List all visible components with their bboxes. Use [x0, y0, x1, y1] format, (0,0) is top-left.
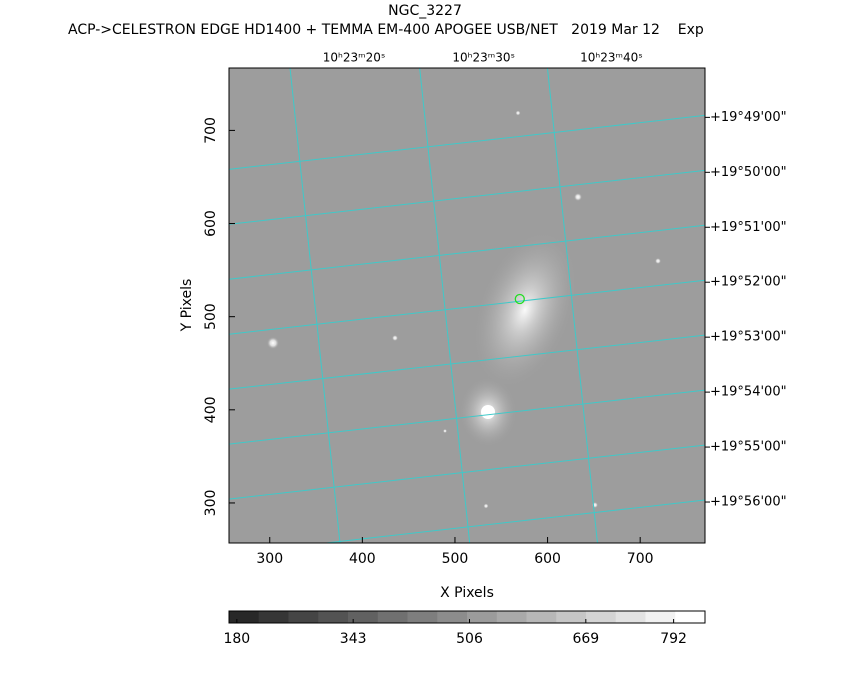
colorbar-tick-label: 669	[572, 631, 599, 647]
grid-line	[321, 499, 705, 543]
marker	[514, 293, 525, 305]
colorbar-segment	[586, 611, 617, 623]
colorbar-segment	[645, 611, 676, 623]
x-axis-label: X Pixels	[440, 585, 494, 601]
grid-line	[229, 279, 705, 335]
right-tick-label: +19°55'00"	[710, 440, 787, 455]
right-tick-label: +19°53'00"	[710, 330, 787, 345]
y-tick-label: 600	[203, 210, 219, 237]
top-tick-label: 10ʰ23ᵐ30ˢ	[452, 51, 515, 65]
grid-line	[229, 114, 705, 170]
grid-line	[289, 68, 341, 543]
colorbar-segment	[467, 611, 498, 623]
chart-subtitle: ACP->CELESTRON EDGE HD1400 + TEMMA EM-40…	[68, 22, 704, 38]
colorbar-segment	[377, 611, 408, 623]
x-tick-label: 700	[627, 551, 654, 567]
grid-line	[229, 334, 705, 390]
colorbar-frame	[228, 610, 706, 624]
colorbar-segment	[288, 611, 319, 623]
colorbar-segment	[318, 611, 349, 623]
grid	[229, 68, 705, 543]
star	[483, 503, 489, 509]
galaxy	[474, 233, 576, 387]
x-tick-label: 400	[349, 551, 376, 567]
star	[481, 405, 495, 419]
grid-line	[229, 444, 705, 500]
right-tick-label: +19°52'00"	[710, 275, 787, 290]
colorbar: 180 343 506 669 792	[223, 610, 706, 647]
star	[392, 335, 398, 341]
star	[574, 193, 582, 201]
star	[655, 258, 661, 264]
star	[515, 110, 521, 116]
image	[229, 68, 705, 543]
grid-line	[229, 389, 705, 445]
grid-line	[546, 68, 598, 543]
star	[267, 337, 279, 349]
colorbar-segment	[675, 611, 706, 623]
colorbar-segment	[258, 611, 289, 623]
y-tick-label: 300	[203, 490, 219, 517]
image-background	[229, 68, 705, 543]
right-tick-label: +19°56'00"	[710, 495, 787, 510]
right-tick-label: +19°54'00"	[710, 385, 787, 400]
top-tick-label: 10ʰ23ᵐ40ˢ	[580, 51, 643, 65]
chart-title: NGC_3227	[388, 3, 462, 19]
right-tick-label: +19°51'00"	[710, 220, 787, 235]
colorbar-segment	[437, 611, 468, 623]
colorbar-segment	[556, 611, 587, 623]
star	[443, 429, 447, 433]
y-tick-label: 400	[203, 396, 219, 423]
colorbar-tick-label: 180	[223, 631, 250, 647]
colorbar-segment	[407, 611, 438, 623]
grid-line	[229, 169, 705, 225]
colorbar-segment	[348, 611, 379, 623]
colorbar-tick-label: 343	[340, 631, 367, 647]
x-tick-label: 300	[256, 551, 283, 567]
x-tick-label: 500	[442, 551, 469, 567]
right-tick-label: +19°49'00"	[710, 110, 787, 125]
colorbar-segment	[526, 611, 557, 623]
plot-frame	[228, 67, 706, 544]
grid-line	[229, 224, 705, 280]
y-tick-label: 700	[203, 117, 219, 144]
colorbar-segment	[615, 611, 646, 623]
colorbar-tick-label: 506	[456, 631, 483, 647]
y-tick-label: 500	[203, 303, 219, 330]
x-tick-label: 600	[534, 551, 561, 567]
top-tick-label: 10ʰ23ᵐ20ˢ	[323, 51, 386, 65]
colorbar-tick-label: 792	[660, 631, 687, 647]
colorbar-segment	[229, 611, 260, 623]
y-axis-label: Y Pixels	[179, 279, 195, 333]
colorbar-segment	[496, 611, 527, 623]
right-tick-label: +19°50'00"	[710, 165, 787, 180]
